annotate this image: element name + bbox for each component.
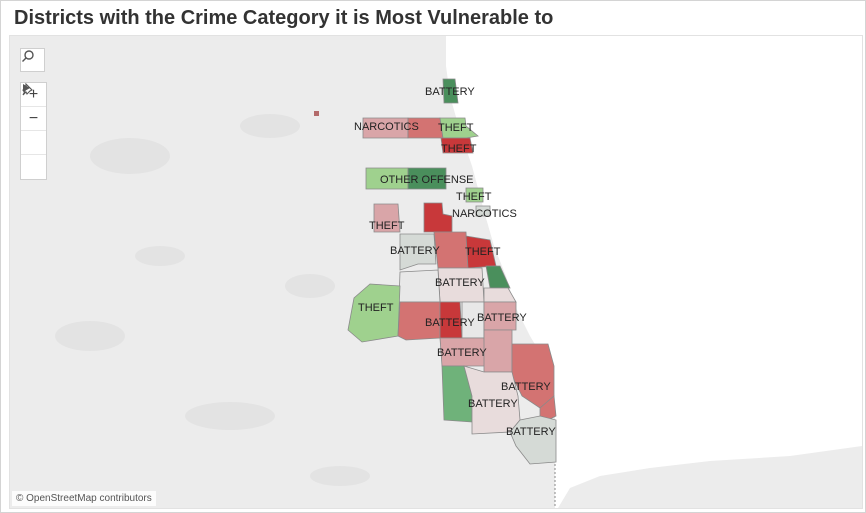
terrain-texture xyxy=(55,114,370,486)
district-central-5[interactable] xyxy=(398,269,441,303)
label-theft-central: THEFT xyxy=(465,246,501,258)
district-lakeview[interactable] xyxy=(465,187,484,203)
district-central-1[interactable] xyxy=(399,233,437,271)
district-lakeview-2[interactable] xyxy=(475,205,491,217)
district-far-south-4[interactable] xyxy=(509,415,557,465)
label-battery-central-1: BATTERY xyxy=(390,245,440,257)
label-battery-south-2: BATTERY xyxy=(477,312,527,324)
label-theft-southwest: THEFT xyxy=(358,302,394,314)
label-battery-central-2: BATTERY xyxy=(435,277,485,289)
district-loop[interactable] xyxy=(485,265,511,289)
map-attribution[interactable]: © OpenStreetMap contributors xyxy=(12,491,156,506)
district-polygons xyxy=(347,78,557,465)
map-controls: + − xyxy=(20,82,47,180)
search-icon xyxy=(22,50,34,62)
page-title: Districts with the Crime Category it is … xyxy=(14,7,554,29)
zoom-in-button[interactable]: + xyxy=(21,83,46,107)
district-west-2[interactable] xyxy=(423,202,453,233)
zoom-out-button[interactable]: − xyxy=(21,107,46,131)
lake-water xyxy=(446,36,862,508)
district-south-5[interactable] xyxy=(483,329,513,373)
district-west-1[interactable] xyxy=(373,203,401,233)
label-battery-southeast: BATTERY xyxy=(506,426,556,438)
district-southwest-2[interactable] xyxy=(397,301,441,341)
map-canvas[interactable]: BATTERY NARCOTICS THEFT THEFT OTHER OFFE… xyxy=(10,36,862,508)
label-battery-south-1: BATTERY xyxy=(425,317,475,329)
search-button[interactable] xyxy=(20,48,45,72)
district-south-3[interactable] xyxy=(483,301,517,331)
map-view[interactable]: BATTERY NARCOTICS THEFT THEFT OTHER OFFE… xyxy=(9,35,863,509)
label-narcotics-north: NARCOTICS xyxy=(354,121,419,133)
label-battery-far-south: BATTERY xyxy=(468,398,518,410)
label-battery-south-3: BATTERY xyxy=(437,347,487,359)
label-theft-west: THEFT xyxy=(369,220,405,232)
district-southwest-1[interactable] xyxy=(347,283,401,343)
district-nw-2[interactable] xyxy=(407,167,447,190)
label-battery-north: BATTERY xyxy=(425,86,475,98)
district-far-south-3[interactable] xyxy=(539,395,557,421)
district-north-5[interactable] xyxy=(440,137,474,154)
play-icon xyxy=(23,84,30,92)
small-marker xyxy=(314,111,319,116)
label-theft-lakeview: THEFT xyxy=(456,191,492,203)
label-battery-south-4: BATTERY xyxy=(501,381,551,393)
district-labels: BATTERY NARCOTICS THEFT THEFT OTHER OFFE… xyxy=(354,86,556,438)
label-narcotics-lakeview: NARCOTICS xyxy=(452,208,517,220)
label-theft-north-1: THEFT xyxy=(438,122,474,134)
district-north-1[interactable] xyxy=(442,78,459,104)
label-other-offense: OTHER OFFENSE xyxy=(380,174,474,186)
pin-button[interactable] xyxy=(21,83,46,155)
label-theft-north-2: THEFT xyxy=(441,143,477,155)
expand-toolbar-button[interactable] xyxy=(21,84,46,179)
